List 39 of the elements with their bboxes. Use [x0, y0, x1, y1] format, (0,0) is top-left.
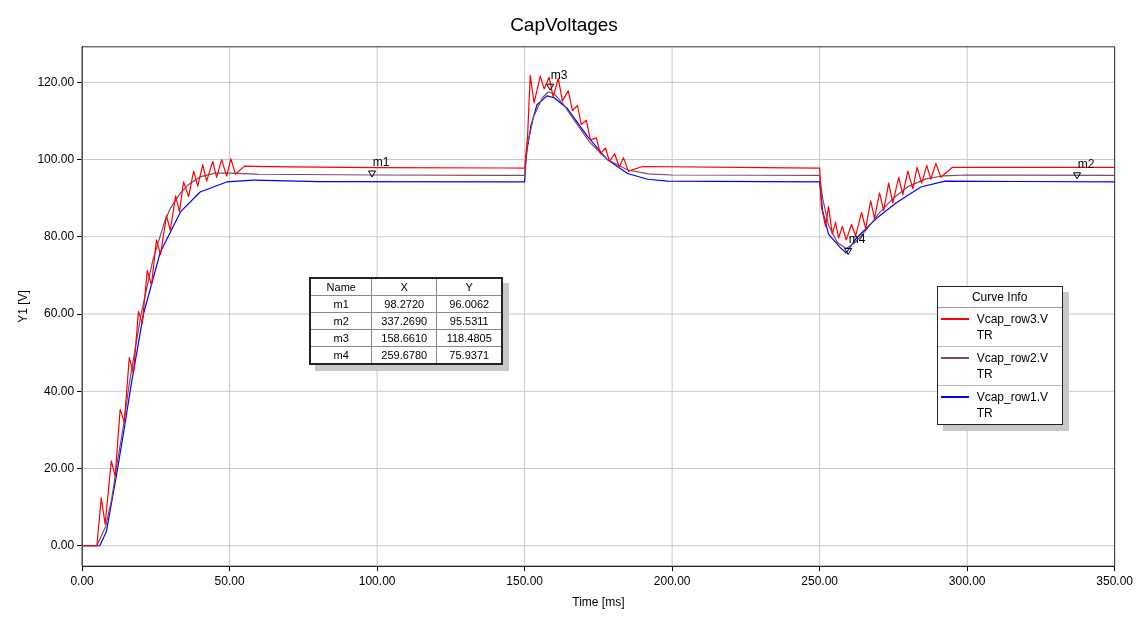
annotation: 259.6780 — [371, 346, 437, 365]
y-tick-label: 40.00 — [44, 383, 75, 398]
x-tick-label: 0.00 — [70, 573, 95, 588]
annotation: Name — [310, 278, 372, 296]
annotation: 75.9371 — [436, 346, 503, 365]
annotation: 96.0062 — [436, 295, 503, 313]
legend-label: Vcap_row2.V TR — [976, 349, 1049, 382]
y-tick-label: 120.00 — [37, 74, 75, 89]
x-tick-label: 300.00 — [948, 573, 986, 588]
annotation: 158.6610 — [371, 329, 437, 347]
annotation: m4 — [310, 346, 372, 365]
x-tick-label: 250.00 — [801, 573, 839, 588]
y-tick-label: 20.00 — [44, 460, 75, 475]
annotation: 98.2720 — [371, 295, 437, 313]
y-axis-title: Y1 [V] — [15, 290, 30, 323]
annotation: m1 — [372, 154, 390, 169]
annotation: m3 — [310, 329, 372, 347]
y-tick-label: 0.00 — [50, 538, 75, 553]
annotation: m1 — [310, 295, 372, 313]
x-tick-label: 50.00 — [214, 573, 245, 588]
annotation: m3 — [550, 68, 568, 83]
legend-title: Curve Info — [937, 286, 1062, 308]
x-tick-label: 200.00 — [653, 573, 691, 588]
x-tick-label: 350.00 — [1096, 573, 1134, 588]
annotation: X — [371, 278, 437, 296]
annotation: 118.4805 — [436, 329, 503, 347]
x-tick-label: 100.00 — [358, 573, 396, 588]
annotation: m2 — [310, 312, 372, 330]
legend-label: Vcap_row1.V TR — [976, 388, 1049, 421]
x-tick-label: 150.00 — [506, 573, 544, 588]
chart-title: CapVoltages — [510, 13, 618, 35]
y-tick-label: 60.00 — [44, 306, 75, 321]
x-axis-title: Time [ms] — [572, 595, 625, 610]
y-tick-label: 100.00 — [37, 151, 75, 166]
annotation: Y — [436, 278, 503, 296]
annotation: 337.2690 — [371, 312, 437, 330]
legend-label: Vcap_row3.V TR — [976, 310, 1049, 343]
y-tick-label: 80.00 — [44, 229, 75, 244]
annotation: 95.5311 — [436, 312, 503, 330]
